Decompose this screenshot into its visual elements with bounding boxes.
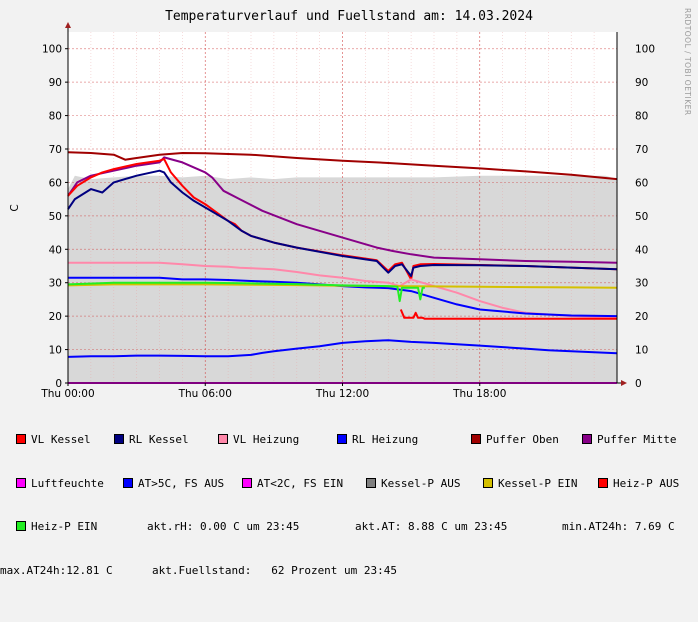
legend-label: Kessel-P AUS bbox=[381, 476, 461, 490]
status-min-at: min.AT24h: 7.69 C bbox=[562, 520, 675, 533]
series-area bbox=[68, 175, 617, 383]
legend-item: Heiz-P AUS bbox=[598, 477, 679, 492]
legend-swatch bbox=[582, 434, 592, 444]
y-tick-label: 0 bbox=[55, 378, 62, 390]
legend-label: Luftfeuchte bbox=[31, 476, 104, 490]
legend-swatch bbox=[598, 477, 608, 488]
legend-label: Kessel-P EIN bbox=[498, 476, 578, 490]
legend-swatch bbox=[123, 477, 133, 488]
legend-label: Puffer Oben bbox=[486, 433, 559, 446]
x-tick-label: Thu 06:00 bbox=[178, 388, 232, 400]
legend-label: VL Heizung bbox=[233, 433, 300, 446]
series-layer bbox=[67, 151, 618, 384]
legend-item: Heiz-P EIN bbox=[16, 520, 97, 535]
y-axis-arrow bbox=[65, 22, 71, 28]
legend-swatch bbox=[471, 434, 481, 444]
legend-swatch bbox=[16, 434, 26, 444]
legend-label: RL Kessel bbox=[129, 433, 189, 446]
legend-row-3: Heiz-P EIN akt.rH: 0.00 C um 23:45 akt.A… bbox=[16, 520, 696, 535]
y-tick-label: 20 bbox=[49, 311, 62, 323]
temperature-chart: Temperaturverlauf und Fuellstand am: 14.… bbox=[9, 8, 692, 400]
legend-item: RL Heizung bbox=[337, 433, 418, 448]
y-tick-label: 90 bbox=[49, 77, 62, 89]
status-fuellstand: akt.Fuellstand: 62 Prozent um 23:45 bbox=[152, 563, 398, 577]
y-tick-label-right: 60 bbox=[635, 177, 648, 189]
legend-item: Kessel-P EIN bbox=[483, 477, 577, 492]
y-tick-label-right: 50 bbox=[635, 211, 648, 223]
y-tick-label-right: 100 bbox=[635, 44, 655, 56]
series-line bbox=[67, 281, 425, 303]
legend-label: VL Kessel bbox=[31, 433, 91, 446]
legend-swatch bbox=[337, 434, 347, 444]
x-tick-label: Thu 00:00 bbox=[40, 388, 94, 400]
series-line bbox=[67, 339, 618, 358]
y-tick-label: 80 bbox=[49, 111, 62, 123]
legend-item: Puffer Mitte bbox=[582, 433, 676, 448]
legend-item: AT>5C, FS AUS bbox=[123, 477, 224, 492]
y-tick-label-right: 70 bbox=[635, 144, 648, 156]
y-tick-label: 100 bbox=[42, 44, 62, 56]
legend-row-4: max.AT24h:12.81 C akt.Fuellstand: 62 Pro… bbox=[0, 563, 696, 579]
series-line bbox=[67, 156, 618, 264]
legend-label: Heiz-P EIN bbox=[31, 520, 98, 533]
y-tick-label-right: 40 bbox=[635, 244, 648, 256]
x-tick-label: Thu 12:00 bbox=[315, 388, 369, 400]
y-tick-label-right: 20 bbox=[635, 311, 648, 323]
series-line bbox=[67, 169, 618, 277]
legend-label: Heiz-P AUS bbox=[613, 476, 680, 490]
legend-row-2: Luftfeuchte AT>5C, FS AUS AT<2C, FS EIN … bbox=[16, 477, 696, 492]
legend-row-1: VL Kessel RL Kessel VL Heizung RL Heizun… bbox=[16, 433, 696, 448]
legend-item: Puffer Oben bbox=[471, 433, 559, 448]
area-layer bbox=[68, 175, 617, 383]
legend-item: Kessel-P AUS bbox=[366, 477, 460, 492]
legend-label: Puffer Mitte bbox=[597, 433, 677, 446]
legend-swatch bbox=[242, 477, 252, 488]
y-tick-label: 60 bbox=[49, 177, 62, 189]
legend-swatch bbox=[366, 477, 376, 488]
legend-item: VL Heizung bbox=[218, 433, 299, 448]
y-tick-label-right: 0 bbox=[635, 378, 642, 390]
legend-item: AT<2C, FS EIN bbox=[242, 477, 343, 492]
rrdtool-watermark: RRDTOOL / TOBI OETIKER bbox=[683, 8, 692, 116]
chart-window: Temperaturverlauf und Fuellstand am: 14.… bbox=[0, 8, 692, 577]
legend: VL Kessel RL Kessel VL Heizung RL Heizun… bbox=[0, 404, 696, 607]
chart-title: Temperaturverlauf und Fuellstand am: 14.… bbox=[165, 9, 533, 24]
legend-item: RL Kessel bbox=[114, 433, 189, 448]
status-rh: akt.rH: 0.00 C um 23:45 bbox=[147, 520, 300, 533]
y-tick-label-right: 80 bbox=[635, 111, 648, 123]
y-tick-label: 30 bbox=[49, 278, 62, 290]
series-line bbox=[399, 309, 617, 320]
legend-label: RL Heizung bbox=[352, 433, 419, 446]
legend-item: Luftfeuchte bbox=[16, 477, 104, 492]
y-tick-label: 50 bbox=[49, 211, 62, 223]
y-tick-label: 40 bbox=[49, 244, 62, 256]
status-at: akt.AT: 8.88 C um 23:45 bbox=[355, 520, 508, 533]
status-max-at: max.AT24h:12.81 C bbox=[0, 563, 113, 577]
y-tick-label-right: 30 bbox=[635, 278, 648, 290]
y-tick-label-right: 10 bbox=[635, 345, 648, 357]
axis-layer: 0 0 10 10 20 20 30 30 40 40 50 50 60 60 70 70 80 80 90 90 10… bbox=[40, 22, 655, 400]
legend-swatch bbox=[16, 521, 26, 531]
legend-label: AT<2C, FS EIN bbox=[257, 476, 344, 490]
legend-label: AT>5C, FS AUS bbox=[138, 476, 225, 490]
series-line bbox=[67, 151, 618, 181]
legend-swatch bbox=[218, 434, 228, 444]
series-line bbox=[68, 261, 618, 319]
y-axis-label: C bbox=[9, 204, 21, 211]
y-tick-label: 10 bbox=[49, 345, 62, 357]
x-axis-arrow bbox=[621, 380, 627, 386]
legend-swatch bbox=[16, 477, 26, 488]
y-tick-label-right: 90 bbox=[635, 77, 648, 89]
legend-swatch bbox=[483, 477, 493, 488]
y-tick-label: 70 bbox=[49, 144, 62, 156]
legend-swatch bbox=[114, 434, 124, 444]
x-tick-label: Thu 18:00 bbox=[452, 388, 506, 400]
legend-item: VL Kessel bbox=[16, 433, 91, 448]
